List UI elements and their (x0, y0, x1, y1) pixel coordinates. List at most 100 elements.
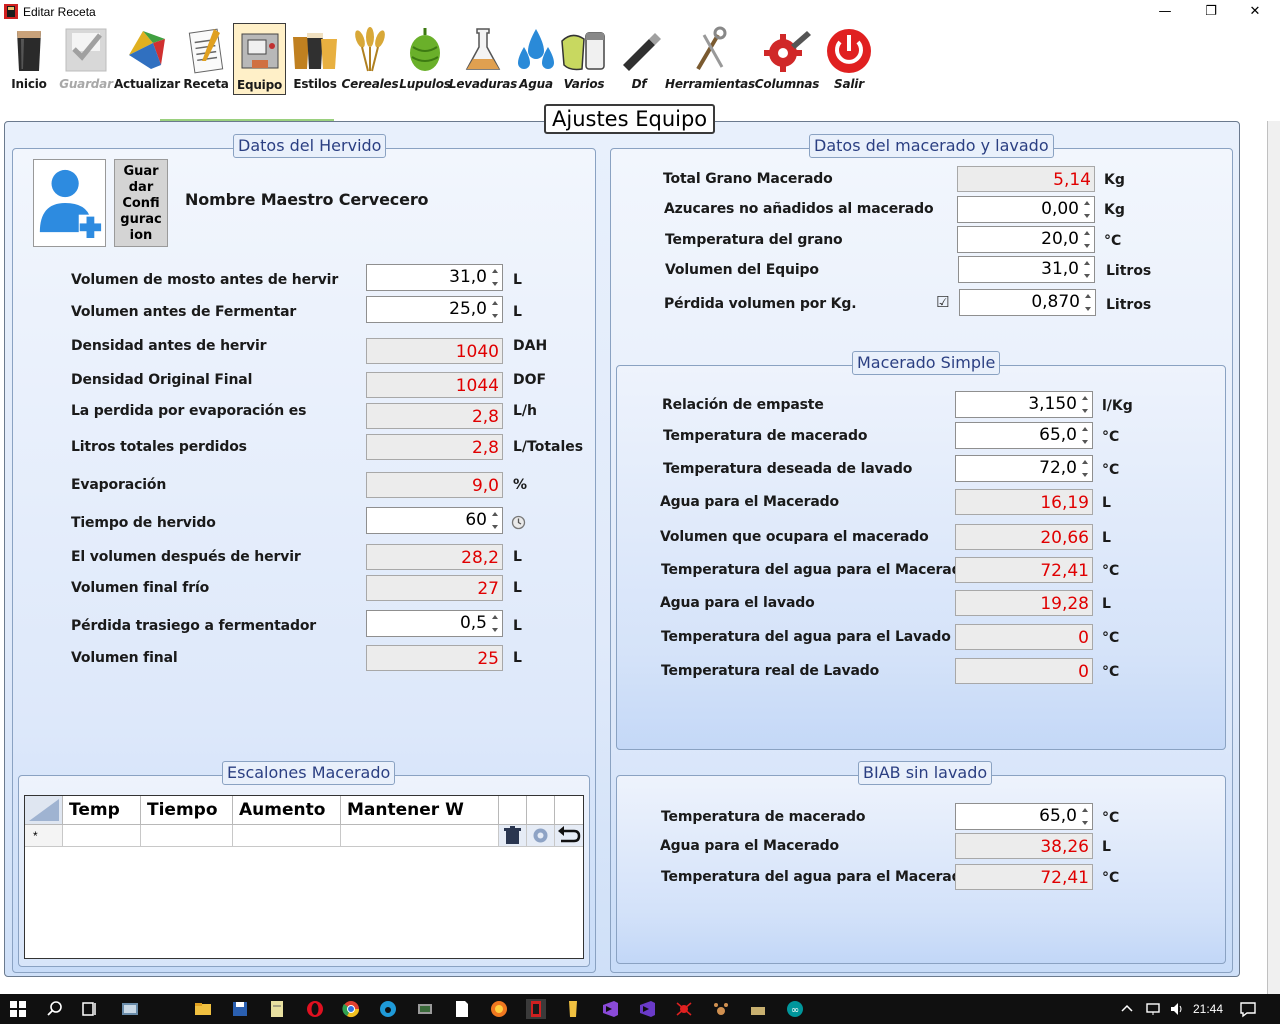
taskbar-app-tools-icon[interactable] (748, 999, 768, 1019)
taskbar-clock[interactable]: 21:44 (1193, 1002, 1224, 1016)
taskbar-app-visualstudio-icon[interactable] (600, 999, 620, 1019)
spinner-arrows[interactable] (1082, 198, 1093, 221)
simple-label-2: Temperatura deseada de lavado (663, 461, 913, 477)
toolbar-columnas-button[interactable]: Columnas (754, 23, 820, 95)
cell-aumento[interactable] (233, 825, 341, 847)
spinner-arrows[interactable] (490, 298, 501, 321)
taskbar-app-arduino-icon[interactable]: ∞ (785, 999, 805, 1019)
task-view-icon[interactable] (80, 999, 100, 1019)
toolbar-levaduras-button[interactable]: Levaduras (449, 23, 517, 95)
taskbar-app-bug-icon[interactable] (674, 999, 694, 1019)
restore-button[interactable]: ❐ (1205, 4, 1217, 19)
toolbar-lupulos-button[interactable]: Lupulos (399, 23, 451, 95)
taskbar-app-chrome-icon[interactable] (341, 999, 361, 1019)
hervido-value-11: 25 (366, 645, 503, 671)
simple-label-4: Volumen que ocupara el macerado (660, 529, 929, 545)
escalones-table[interactable]: Temp Tiempo Aumento W Mantener W * (24, 795, 584, 959)
tools-icon (696, 26, 727, 71)
cell-temp[interactable] (63, 825, 141, 847)
hervido-label-9: Volumen final frío (71, 580, 210, 596)
column-header-temp[interactable]: Temp (63, 796, 141, 825)
macerado-input-3[interactable]: 31,0 (958, 256, 1095, 283)
column-header-action-3 (555, 796, 583, 825)
hervido-value-4: 2,8 (366, 403, 503, 429)
macerado-unit-2: °C (1104, 233, 1122, 249)
hervido-input-7[interactable]: 60 (366, 507, 503, 534)
spinner-arrows[interactable] (1083, 291, 1094, 314)
taskbar-app-opera-icon[interactable] (305, 999, 325, 1019)
spinner-arrows[interactable] (1080, 393, 1091, 416)
toolbar-inicio-button[interactable]: Inicio (4, 23, 54, 95)
column-header-tiempo[interactable]: Tiempo (141, 796, 233, 825)
hervido-input-1[interactable]: 25,0 (366, 296, 503, 323)
macerado-value-0: 5,14 (957, 166, 1095, 192)
macerado-input-2[interactable]: 20,0 (957, 226, 1095, 253)
taskbar-app-network-icon[interactable] (415, 999, 435, 1019)
taskbar-app-glass-icon[interactable] (563, 999, 583, 1019)
delete-row-button[interactable] (499, 825, 527, 847)
toolbar-guardar-button[interactable]: Guardar (58, 23, 114, 95)
windows-start-icon[interactable] (8, 999, 28, 1019)
notification-icon[interactable] (1238, 999, 1258, 1019)
toolbar-salir-button[interactable]: Salir (824, 23, 874, 95)
hervido-input-10[interactable]: 0,5 (366, 610, 503, 637)
spinner-arrows[interactable] (1082, 258, 1093, 281)
taskbar-app-edge-icon[interactable] (378, 999, 398, 1019)
search-icon[interactable] (45, 999, 65, 1019)
toolbar-receta-button[interactable]: Receta (182, 23, 230, 95)
spinner-arrows[interactable] (490, 509, 501, 532)
taskbar-app-paw-icon[interactable] (711, 999, 731, 1019)
hervido-input-0[interactable]: 31,0 (366, 264, 503, 291)
refresh-arrows-icon (129, 31, 165, 69)
taskbar-app-photos-icon[interactable] (120, 999, 140, 1019)
toolbar-actualizar-button[interactable]: Actualizar (114, 23, 180, 95)
macerado-input-4[interactable]: 0,870 (959, 289, 1096, 316)
minimize-button[interactable]: — (1158, 4, 1172, 19)
spinner-arrows[interactable] (1080, 424, 1091, 447)
spinner-arrows[interactable] (490, 266, 501, 289)
simple-unit-6: L (1102, 596, 1111, 612)
trash-icon (504, 826, 521, 844)
undo-row-button[interactable] (555, 825, 583, 847)
tray-network-icon[interactable] (1143, 999, 1163, 1019)
toolbar-equipo-button[interactable]: Equipo (233, 23, 286, 95)
taskbar-app-explorer-icon[interactable] (193, 999, 213, 1019)
table-corner[interactable] (25, 796, 63, 825)
simple-unit-2: °C (1102, 462, 1120, 478)
taskbar-app-save-icon[interactable] (230, 999, 250, 1019)
macerado-input-1[interactable]: 0,00 (957, 196, 1095, 223)
toolbar-varios-button[interactable]: Varios (560, 23, 608, 95)
taskbar-app-firefox-icon[interactable] (489, 999, 509, 1019)
hervido-unit-0: L (513, 272, 522, 288)
toolbar-estilos-button[interactable]: Estilos (290, 23, 340, 95)
taskbar-app-document-icon[interactable] (452, 999, 472, 1019)
biab-input-0[interactable]: 65,0 (955, 803, 1093, 830)
tray-chevron-up-icon[interactable] (1117, 999, 1137, 1019)
toolbar-cereales-button[interactable]: Cereales (342, 23, 399, 95)
loss-per-kg-checkbox[interactable]: ☑ (936, 293, 950, 311)
settings-row-button[interactable] (527, 825, 555, 847)
toolbar-df-button[interactable]: Df (614, 23, 664, 95)
cell-tiempo[interactable] (141, 825, 233, 847)
tray-volume-icon[interactable] (1167, 999, 1187, 1019)
simple-unit-4: L (1102, 530, 1111, 546)
toolbar-herramientas-button[interactable]: Herramientas (665, 23, 755, 95)
taskbar-app-visualstudio2-icon[interactable] (637, 999, 657, 1019)
toolbar-agua-button[interactable]: Agua (516, 23, 556, 95)
taskbar-app-beer-icon[interactable] (526, 999, 546, 1019)
simple-input-0[interactable]: 3,150 (955, 391, 1093, 418)
cell-mantener[interactable] (341, 825, 499, 847)
add-brewer-button[interactable] (33, 159, 106, 247)
spinner-arrows[interactable] (1080, 457, 1091, 480)
close-button[interactable]: ✕ (1249, 4, 1261, 19)
column-header-mantener[interactable]: Mantener W (341, 796, 499, 825)
spinner-arrows[interactable] (1082, 228, 1093, 251)
hervido-label-6: Evaporación (71, 477, 167, 493)
column-header-aumento[interactable]: Aumento W (233, 796, 341, 849)
save-config-button[interactable]: Guar dar Confi gurac ion (114, 159, 168, 247)
simple-input-2[interactable]: 72,0 (955, 455, 1093, 482)
taskbar-app-notepad-icon[interactable] (267, 999, 287, 1019)
spinner-arrows[interactable] (1080, 805, 1091, 828)
simple-input-1[interactable]: 65,0 (955, 422, 1093, 449)
spinner-arrows[interactable] (490, 612, 501, 635)
